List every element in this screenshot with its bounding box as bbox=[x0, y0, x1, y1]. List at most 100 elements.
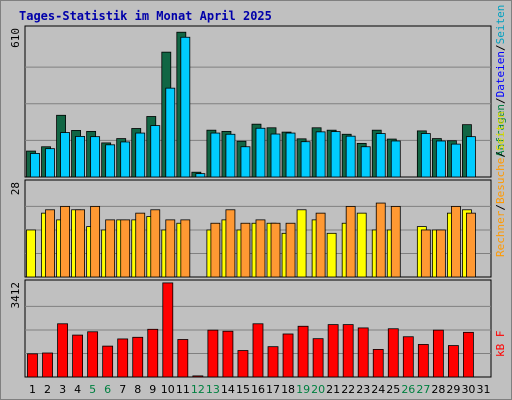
bar-kb-12 bbox=[192, 375, 204, 378]
x-tick-label: 1 bbox=[29, 383, 36, 396]
bar-dateien-27 bbox=[420, 133, 431, 178]
x-tick-label: 26 bbox=[401, 383, 415, 396]
bar-rechner-6 bbox=[105, 219, 116, 278]
bar-dateien-29 bbox=[451, 143, 461, 178]
panel-kb: 3412 bbox=[9, 279, 492, 378]
bar-rechner-22 bbox=[345, 206, 356, 278]
bar-rechner-14 bbox=[225, 209, 236, 278]
bar-kb-28 bbox=[432, 329, 444, 378]
x-tick-label: 17 bbox=[266, 383, 280, 396]
x-tick-label: 12 bbox=[191, 383, 205, 396]
bar-kb-20 bbox=[312, 338, 324, 378]
x-tick-label: 24 bbox=[371, 383, 385, 396]
x-tick-label: 2 bbox=[44, 383, 51, 396]
bar-dateien-28 bbox=[435, 140, 446, 178]
bar-rechner-11 bbox=[180, 219, 191, 278]
bar-rechner-13 bbox=[210, 222, 221, 278]
bar-dateien-16 bbox=[255, 127, 266, 178]
x-tick-label: 10 bbox=[161, 383, 175, 396]
bar-kb-29 bbox=[448, 345, 459, 378]
bar-dateien-30 bbox=[466, 136, 476, 178]
x-tick-label: 22 bbox=[341, 383, 355, 396]
bar-kb-21 bbox=[327, 324, 339, 378]
bar-kb-16 bbox=[252, 323, 264, 378]
bar-rechner-16 bbox=[255, 219, 266, 278]
bar-dateien-12 bbox=[195, 173, 206, 178]
bar-kb-3 bbox=[57, 323, 68, 378]
bar-dateien-7 bbox=[120, 141, 131, 178]
bar-kb-10 bbox=[162, 282, 174, 378]
bar-dateien-9 bbox=[150, 125, 161, 178]
x-tick-label: 6 bbox=[104, 383, 111, 396]
x-tick-label: 11 bbox=[176, 383, 190, 396]
bar-kb-26 bbox=[402, 336, 414, 378]
bar-dateien-20 bbox=[315, 131, 326, 178]
bar-dateien-11 bbox=[180, 36, 191, 178]
bar-kb-4 bbox=[72, 334, 83, 378]
bar-kb-11 bbox=[177, 339, 189, 378]
bar-kb-25 bbox=[387, 328, 399, 378]
x-tick-label: 15 bbox=[236, 383, 250, 396]
bar-rechner-29 bbox=[451, 206, 461, 278]
bar-dateien-15 bbox=[240, 146, 251, 178]
x-tick-label: 3 bbox=[59, 383, 66, 396]
x-tick-label: 28 bbox=[431, 383, 445, 396]
bar-kb-14 bbox=[222, 330, 234, 378]
bar-kb-6 bbox=[102, 345, 114, 378]
x-tick-label: 4 bbox=[74, 383, 81, 396]
panel-rechner-besuche: 28 bbox=[9, 179, 492, 278]
bar-kb-30 bbox=[463, 331, 474, 378]
bar-rechner-18 bbox=[285, 222, 296, 278]
bar-rechner-17 bbox=[270, 222, 281, 278]
bar-kb-9 bbox=[147, 328, 159, 378]
x-tick-label: 8 bbox=[134, 383, 141, 396]
x-tick-label: 20 bbox=[311, 383, 325, 396]
x-tick-label: 18 bbox=[281, 383, 295, 396]
bar-kb-8 bbox=[132, 336, 144, 378]
bar-rechner-15 bbox=[240, 222, 251, 278]
bar-rechner-25 bbox=[390, 206, 401, 278]
bar-rechner-4 bbox=[75, 209, 85, 278]
bar-kb-15 bbox=[237, 350, 249, 378]
x-tick-label: 16 bbox=[251, 383, 265, 396]
side-legend-anfragen-dateien: Anfragen/Dateien/Seiten bbox=[494, 5, 507, 157]
bar-rechner-20 bbox=[315, 212, 326, 278]
x-tick-label: 7 bbox=[119, 383, 126, 396]
bar-rechner-28 bbox=[435, 229, 446, 278]
bar-dateien-3 bbox=[60, 132, 70, 178]
bar-kb-22 bbox=[342, 324, 354, 378]
x-tick-label: 27 bbox=[416, 383, 430, 396]
x-tick-label: 30 bbox=[461, 383, 475, 396]
y-max-label: 610 bbox=[9, 28, 22, 48]
bar-dateien-24 bbox=[375, 133, 386, 178]
bar-dateien-18 bbox=[285, 132, 296, 178]
bar-rechner-2 bbox=[45, 209, 55, 278]
x-tick-label: 21 bbox=[326, 383, 340, 396]
bar-dateien-23 bbox=[360, 146, 371, 178]
bar-rechner-10 bbox=[165, 219, 176, 278]
bar-rechner-9 bbox=[150, 209, 161, 278]
bar-kb-1 bbox=[27, 353, 38, 378]
bar-rechner-30 bbox=[466, 212, 476, 278]
bar-rechner-7 bbox=[120, 219, 131, 278]
bar-dateien-2 bbox=[45, 148, 55, 178]
bar-rechner-8 bbox=[135, 212, 146, 278]
x-tick-label: 14 bbox=[221, 383, 235, 396]
bar-dateien-8 bbox=[135, 132, 146, 178]
bar-kb-24 bbox=[372, 349, 384, 378]
bar-kb-27 bbox=[417, 344, 429, 378]
x-tick-label: 13 bbox=[206, 383, 220, 396]
bar-kb-18 bbox=[282, 333, 294, 378]
bar-seiten-21 bbox=[326, 232, 337, 278]
bar-dateien-4 bbox=[75, 136, 85, 178]
x-tick-label: 25 bbox=[386, 383, 400, 396]
bar-kb-23 bbox=[357, 327, 369, 378]
bar-dateien-22 bbox=[345, 135, 356, 178]
bar-kb-2 bbox=[42, 352, 53, 378]
bar-dateien-14 bbox=[225, 133, 236, 178]
bar-dateien-1 bbox=[30, 153, 40, 178]
y-max-label: 3412 bbox=[9, 282, 22, 309]
bar-kb-7 bbox=[117, 338, 129, 378]
panel-anfragen-dateien: 610 bbox=[9, 25, 492, 178]
bar-seiten-19 bbox=[296, 209, 307, 278]
